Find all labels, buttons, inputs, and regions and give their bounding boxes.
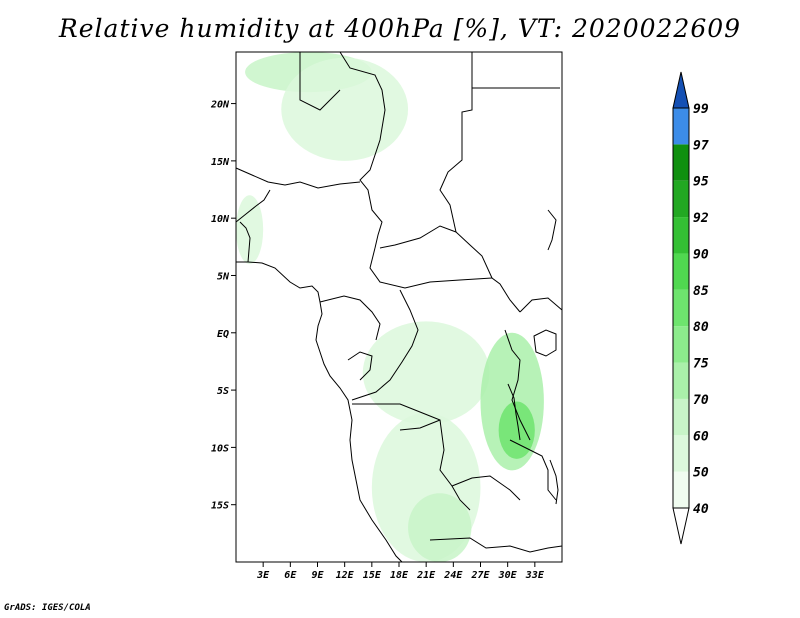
lake-victoria	[533, 329, 557, 357]
humidity-region-sahara-plume	[281, 57, 409, 161]
grads-credit: GrADS: IGES/COLA	[4, 603, 91, 613]
country-borders	[235, 51, 563, 563]
lon-tick-label: 24E	[443, 570, 463, 581]
border-19	[239, 221, 251, 263]
humidity-fill-layer	[236, 52, 544, 562]
colorbar-segment	[673, 326, 689, 363]
humidity-region-lakes-core	[498, 401, 535, 459]
lake-tanganyika	[507, 383, 521, 441]
lat-tick-label: 20N	[210, 100, 230, 111]
border-9	[519, 297, 563, 313]
lon-tick-label: 18E	[390, 570, 409, 581]
lon-tick-label: 30E	[498, 570, 518, 581]
map-axes: 20N 15N 10N 5N EQ 5S 10S 15S 3E 6E 9E 12E 15E 18E 21E 2…	[210, 51, 563, 581]
colorbar-label: 75	[693, 357, 709, 372]
colorbar-segment	[673, 362, 689, 399]
lake-malawi	[549, 459, 559, 505]
humidity-region-zambia	[408, 493, 472, 562]
border-12	[399, 419, 441, 431]
border-13	[451, 475, 521, 501]
colorbar-label: 85	[693, 284, 709, 299]
border-15	[509, 439, 557, 501]
lon-tick-label: 3E	[256, 570, 270, 581]
border-18	[235, 189, 271, 223]
colorbar-max-arrow	[672, 71, 690, 109]
border-2	[235, 167, 361, 189]
colorbar-segment	[673, 435, 689, 472]
lat-tick-label: 15N	[211, 157, 230, 168]
humidity-region-congo-band	[362, 321, 490, 425]
border-11	[352, 403, 471, 511]
colorbar-outline	[672, 107, 690, 509]
border-3	[439, 52, 521, 313]
lon-tick-label: 9E	[311, 570, 324, 581]
lon-tick-label: 12E	[336, 570, 355, 581]
colorbar-segment	[673, 217, 689, 254]
border-14	[429, 537, 563, 553]
colorbar-label: 97	[693, 138, 709, 153]
lat-tick-label: 5S	[217, 386, 229, 397]
map-title: Relative humidity at 400hPa [%], VT: 202…	[58, 14, 742, 43]
colorbar-label: 92	[693, 211, 709, 226]
west-coastline	[236, 261, 403, 563]
lat-tick-label: 10S	[211, 443, 229, 454]
humidity-region-west-coast	[236, 195, 264, 265]
colorbar-segment	[673, 289, 689, 327]
border-1	[339, 51, 386, 249]
border-20	[299, 52, 341, 111]
colorbar-segment	[673, 144, 689, 181]
border-6	[369, 247, 493, 289]
colorbar-label: 95	[693, 175, 709, 190]
lat-tick-label: 5N	[217, 271, 230, 282]
lat-tick-label: EQ	[217, 329, 229, 340]
border-7	[319, 295, 381, 341]
colorbar-label: 50	[693, 466, 709, 481]
border-5	[379, 225, 457, 249]
border-16	[347, 351, 373, 381]
border-8	[351, 289, 419, 401]
colorbar-label: 70	[693, 393, 709, 408]
lat-tick-label: 10N	[211, 214, 230, 225]
colorbar-segment	[673, 398, 689, 436]
colorbar: 40 50 60 70 75 80 85 90 92 95 97 99	[672, 71, 709, 545]
border-17	[547, 209, 557, 251]
colorbar-label: 80	[693, 320, 709, 335]
colorbar-segment	[673, 253, 689, 290]
colorbar-min-arrow	[672, 507, 690, 545]
colorbar-segment	[673, 180, 689, 218]
lon-tick-label: 27E	[470, 570, 490, 581]
lon-tick-label: 33E	[525, 570, 545, 581]
colorbar-label: 40	[693, 502, 709, 517]
colorbar-label: 90	[693, 247, 709, 262]
lon-tick-label: 15E	[363, 570, 382, 581]
lon-tick-label: 21E	[416, 570, 436, 581]
colorbar-label: 60	[693, 429, 709, 444]
lat-tick-label: 15S	[211, 501, 229, 512]
colorbar-segment	[673, 471, 689, 508]
lon-tick-label: 6E	[284, 570, 297, 581]
colorbar-segment	[673, 108, 689, 145]
border-10	[504, 329, 531, 441]
colorbar-label: 99	[693, 102, 709, 117]
